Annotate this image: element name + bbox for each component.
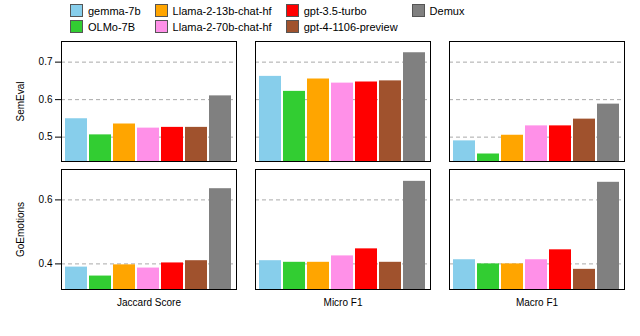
svg-text:0.6: 0.6 [39,94,53,105]
svg-text:0.5: 0.5 [39,131,53,142]
html-text:Llama-2-13b-chat-hf: Llama-2-13b-chat-hf [172,4,272,17]
html-text:OLMo-7B: OLMo-7B [88,20,136,33]
svg-text:0.4: 0.4 [39,258,53,269]
html-text:gpt-3.5-turbo: gpt-3.5-turbo [303,4,367,17]
svg-text:Jaccard Score: Jaccard Score [117,297,181,308]
svg-text:Micro F1: Micro F1 [324,297,363,308]
svg-text:Macro F1: Macro F1 [516,297,559,308]
html-text:Demux: Demux [429,4,465,17]
svg-text:0.6: 0.6 [39,194,53,205]
svg-text:GoEmotions: GoEmotions [15,202,26,257]
svg-text:0.7: 0.7 [39,56,53,67]
html-text:Llama-2-70b-chat-hf: Llama-2-70b-chat-hf [172,20,272,33]
html-text:gpt-4-1106-preview: gpt-4-1106-preview [303,20,398,33]
svg-text:SemEval: SemEval [15,81,26,121]
html-text:gemma-7b: gemma-7b [88,4,141,17]
